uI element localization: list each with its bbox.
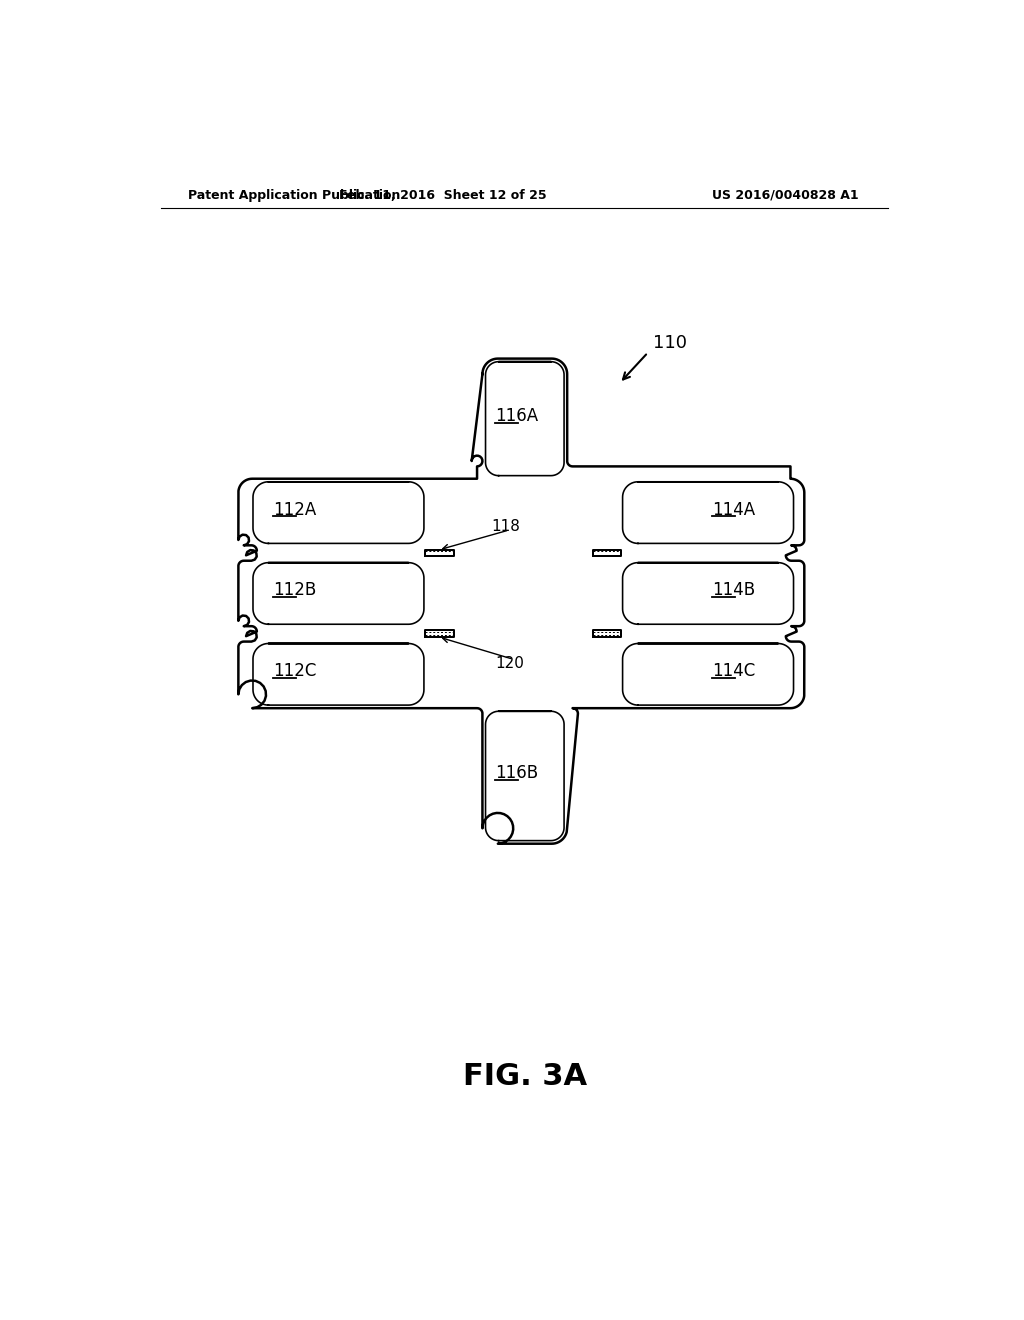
Text: 114C: 114C <box>712 663 755 680</box>
Text: 114B: 114B <box>712 581 755 599</box>
Text: Patent Application Publication: Patent Application Publication <box>188 189 400 202</box>
Text: 116B: 116B <box>495 764 538 781</box>
Text: 112B: 112B <box>273 581 316 599</box>
Text: FIG. 3A: FIG. 3A <box>463 1061 587 1090</box>
Text: 110: 110 <box>652 334 687 352</box>
Text: 112A: 112A <box>273 500 316 519</box>
Text: 120: 120 <box>495 656 524 671</box>
Text: Feb. 11, 2016  Sheet 12 of 25: Feb. 11, 2016 Sheet 12 of 25 <box>339 189 546 202</box>
Text: 116A: 116A <box>495 407 538 425</box>
Text: 112C: 112C <box>273 663 316 680</box>
Text: 118: 118 <box>492 519 520 533</box>
Text: US 2016/0040828 A1: US 2016/0040828 A1 <box>712 189 858 202</box>
Text: 114A: 114A <box>712 500 755 519</box>
